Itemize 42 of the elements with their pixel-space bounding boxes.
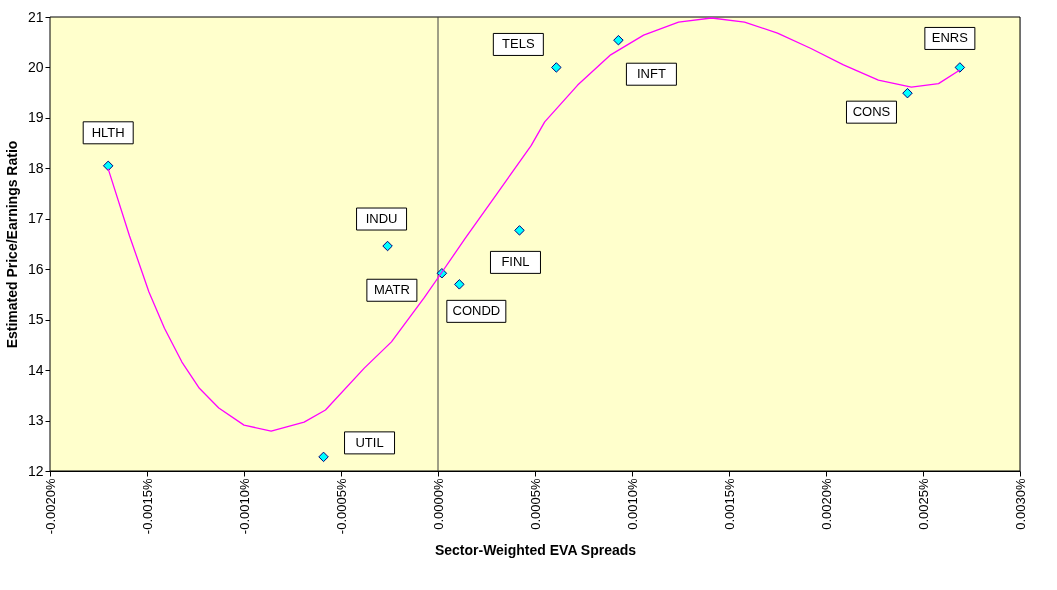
point [382,240,393,252]
x-tick-label: 0.0005% [527,478,543,530]
x-tick-label: 0.0030% [1012,478,1028,530]
x-tick-label: 0.0010% [624,478,640,530]
point [514,225,525,236]
point [954,62,966,73]
annotation: MATR [373,282,410,298]
point [902,87,913,99]
x-tick-label: -0.0015% [139,478,155,535]
x-tick-label: -0.0005% [333,478,349,535]
point [102,160,114,172]
y-tick-label: 18 [27,159,44,176]
x-tick-label: 0.0000% [430,478,446,530]
y-tick-label: 17 [27,210,44,227]
point [454,279,465,290]
y-tick-label: 15 [27,311,44,328]
x-tick-label: 0.0015% [721,478,737,530]
x-tick-label: 0.0025% [915,478,931,530]
y-axis-title: Estimated Price/Earnings Ratio [3,140,20,349]
y-tick-label: 14 [27,361,44,378]
annotation: FINL [501,254,530,270]
x-axis-title: Sector-Weighted EVA Spreads [434,542,637,559]
y-tick-label: 19 [27,109,44,126]
y-tick-label: 13 [27,412,44,429]
annotation: INFT [636,66,666,82]
x-tick-label: 0.0020% [818,478,834,530]
x-tick-label: -0.0020% [42,478,58,535]
annotation: TELS [502,36,535,52]
annotation: UTIL [355,434,384,450]
point [613,34,624,46]
annotation: CONDD [452,303,501,319]
point [551,62,562,73]
annotation: HLTH [91,124,125,140]
y-tick-label: 12 [27,462,44,479]
y-tick-label: 21 [27,8,44,25]
x-tick-label: -0.0010% [236,478,252,535]
annotation: ENRS [931,30,969,46]
point [318,451,329,463]
y-tick-label: 20 [27,58,44,75]
y-tick-label: 16 [27,260,44,277]
annotation: INDU [365,211,398,227]
annotation: CONS [852,104,891,120]
